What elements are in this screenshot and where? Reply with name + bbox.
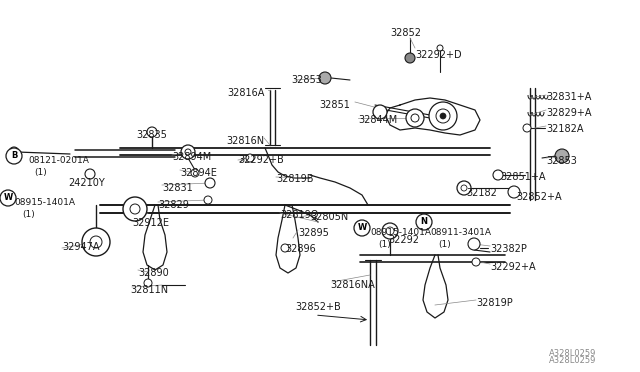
Text: 08915-1401A: 08915-1401A xyxy=(370,228,431,237)
Text: W: W xyxy=(3,193,13,202)
Text: 24210Y: 24210Y xyxy=(68,178,105,188)
Text: 32805N: 32805N xyxy=(310,212,348,222)
Text: 32292+B: 32292+B xyxy=(238,155,284,165)
Text: 32816NA: 32816NA xyxy=(330,280,375,290)
Circle shape xyxy=(406,109,424,127)
Text: 32851+A: 32851+A xyxy=(500,172,545,182)
Text: (1): (1) xyxy=(22,210,35,219)
Circle shape xyxy=(411,114,419,122)
Circle shape xyxy=(204,196,212,204)
Text: 32851: 32851 xyxy=(319,100,350,110)
Circle shape xyxy=(429,102,457,130)
Circle shape xyxy=(82,228,110,256)
Circle shape xyxy=(246,154,254,162)
Text: 32890: 32890 xyxy=(138,268,169,278)
Circle shape xyxy=(472,258,480,266)
Text: B: B xyxy=(11,151,17,160)
Circle shape xyxy=(319,72,331,84)
Text: 32895: 32895 xyxy=(298,228,329,238)
Circle shape xyxy=(468,238,480,250)
Text: A328L0259: A328L0259 xyxy=(548,356,596,365)
Text: 08915-1401A: 08915-1401A xyxy=(14,198,75,207)
Circle shape xyxy=(123,197,147,221)
Text: 32831+A: 32831+A xyxy=(546,92,591,102)
Text: N: N xyxy=(420,218,428,227)
Circle shape xyxy=(130,204,140,214)
Text: 32894M: 32894M xyxy=(172,152,211,162)
Circle shape xyxy=(144,279,152,287)
Circle shape xyxy=(440,113,446,119)
Text: 32835: 32835 xyxy=(136,130,168,140)
Circle shape xyxy=(85,169,95,179)
Circle shape xyxy=(147,127,157,137)
Text: A328L0259: A328L0259 xyxy=(548,349,596,358)
Text: 32292+D: 32292+D xyxy=(415,50,461,60)
Text: 32894E: 32894E xyxy=(180,168,217,178)
Text: 32853: 32853 xyxy=(546,156,577,166)
Circle shape xyxy=(205,178,215,188)
Text: 32182A: 32182A xyxy=(546,124,584,134)
Text: 32819B: 32819B xyxy=(276,174,314,184)
Circle shape xyxy=(405,53,415,63)
Text: 32292+A: 32292+A xyxy=(490,262,536,272)
Text: 32829: 32829 xyxy=(158,200,189,210)
Circle shape xyxy=(437,45,443,51)
Text: 32382P: 32382P xyxy=(490,244,527,254)
Text: 32829+A: 32829+A xyxy=(546,108,591,118)
Text: W: W xyxy=(357,224,367,232)
Text: (1): (1) xyxy=(378,240,391,249)
Circle shape xyxy=(555,149,569,163)
Text: 08121-0201A: 08121-0201A xyxy=(28,156,89,165)
Circle shape xyxy=(185,149,191,155)
Text: 32853: 32853 xyxy=(291,75,322,85)
Text: 32852+A: 32852+A xyxy=(516,192,562,202)
Text: 32816N: 32816N xyxy=(226,136,264,146)
Circle shape xyxy=(90,236,102,248)
Text: 32912E: 32912E xyxy=(132,218,169,228)
Circle shape xyxy=(493,170,503,180)
Circle shape xyxy=(508,186,520,198)
Circle shape xyxy=(461,185,467,191)
Circle shape xyxy=(523,124,531,132)
Text: 32182: 32182 xyxy=(466,188,497,198)
Text: 32852: 32852 xyxy=(390,28,421,38)
Text: 32819P: 32819P xyxy=(476,298,513,308)
Circle shape xyxy=(354,220,370,236)
Text: 32896: 32896 xyxy=(285,244,316,254)
Circle shape xyxy=(191,169,199,177)
Text: 32844M: 32844M xyxy=(358,115,397,125)
Text: (1): (1) xyxy=(438,240,451,249)
Circle shape xyxy=(6,148,22,164)
Circle shape xyxy=(386,227,394,235)
Circle shape xyxy=(436,109,450,123)
Text: 32852+B: 32852+B xyxy=(295,302,340,312)
Text: 32292: 32292 xyxy=(388,235,419,245)
Text: 32947A: 32947A xyxy=(62,242,99,252)
Text: 32831: 32831 xyxy=(162,183,193,193)
Text: (1): (1) xyxy=(34,168,47,177)
Circle shape xyxy=(373,105,387,119)
Circle shape xyxy=(457,181,471,195)
Text: 08911-3401A: 08911-3401A xyxy=(430,228,491,237)
Circle shape xyxy=(9,147,19,157)
Circle shape xyxy=(416,214,432,230)
Circle shape xyxy=(181,145,195,159)
Text: 32819Q: 32819Q xyxy=(280,210,318,220)
Circle shape xyxy=(281,244,289,252)
Text: 32816A: 32816A xyxy=(228,88,265,98)
Circle shape xyxy=(382,223,398,239)
Circle shape xyxy=(0,190,16,206)
Text: 32811N: 32811N xyxy=(130,285,168,295)
